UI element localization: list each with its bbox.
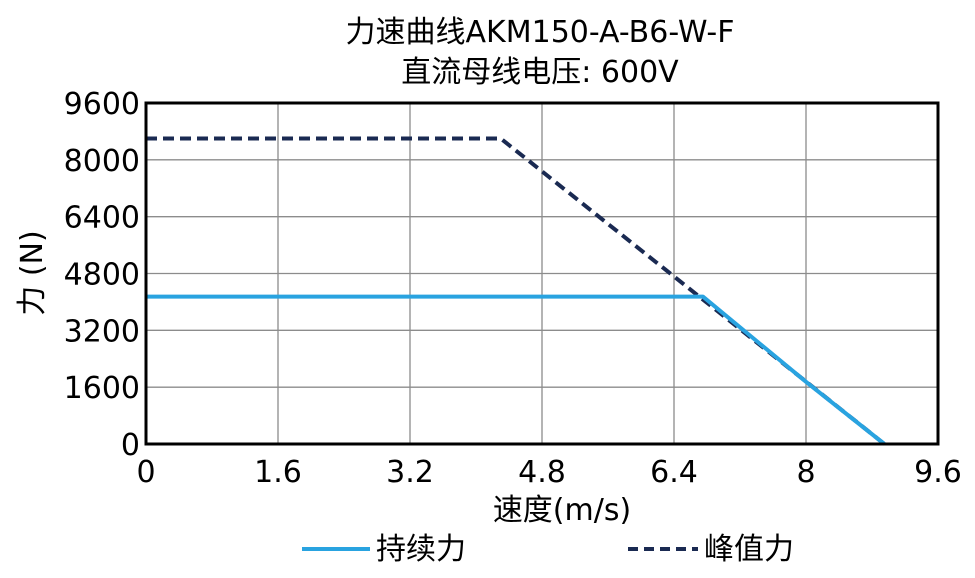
y-tick-label-1: 1600: [64, 371, 140, 406]
tick-labels: 0 1.6 3.2 4.8 6.4 8 9.6 0 1600 3200 4800 6400 8000 96…: [64, 87, 962, 490]
series-line-continuous-force: [146, 294, 886, 446]
legend: 持续力 峰值力: [302, 532, 794, 567]
chart-subtitle: 直流母线电压: 600V: [401, 55, 679, 90]
grid: [146, 103, 938, 444]
x-tick-label-5: 8: [796, 455, 815, 490]
x-tick-label-6: 9.6: [914, 455, 962, 490]
x-tick-label-3: 4.8: [518, 455, 566, 490]
x-tick-label-4: 6.4: [650, 455, 698, 490]
y-tick-label-0: 0: [121, 428, 140, 463]
series-layer: [146, 136, 886, 446]
x-tick-label-2: 3.2: [386, 455, 434, 490]
x-tick-label-0: 0: [136, 455, 155, 490]
legend-label-continuous: 持续力: [376, 532, 466, 567]
y-axis-label: 力 (N): [15, 230, 50, 315]
chart-title: 力速曲线AKM150-A-B6-W-F: [346, 15, 735, 50]
y-tick-label-4: 6400: [64, 201, 140, 236]
plot-frame: [144, 101, 940, 446]
x-axis-label: 速度(m/s): [493, 493, 631, 528]
y-tick-label-6: 9600: [64, 87, 140, 122]
legend-label-peak: 峰值力: [704, 532, 794, 567]
y-tick-label-3: 4800: [64, 258, 140, 293]
y-tick-label-2: 3200: [64, 314, 140, 349]
y-tick-label-5: 8000: [64, 144, 140, 179]
x-tick-label-1: 1.6: [254, 455, 302, 490]
series-line-peak-force: [146, 136, 886, 446]
